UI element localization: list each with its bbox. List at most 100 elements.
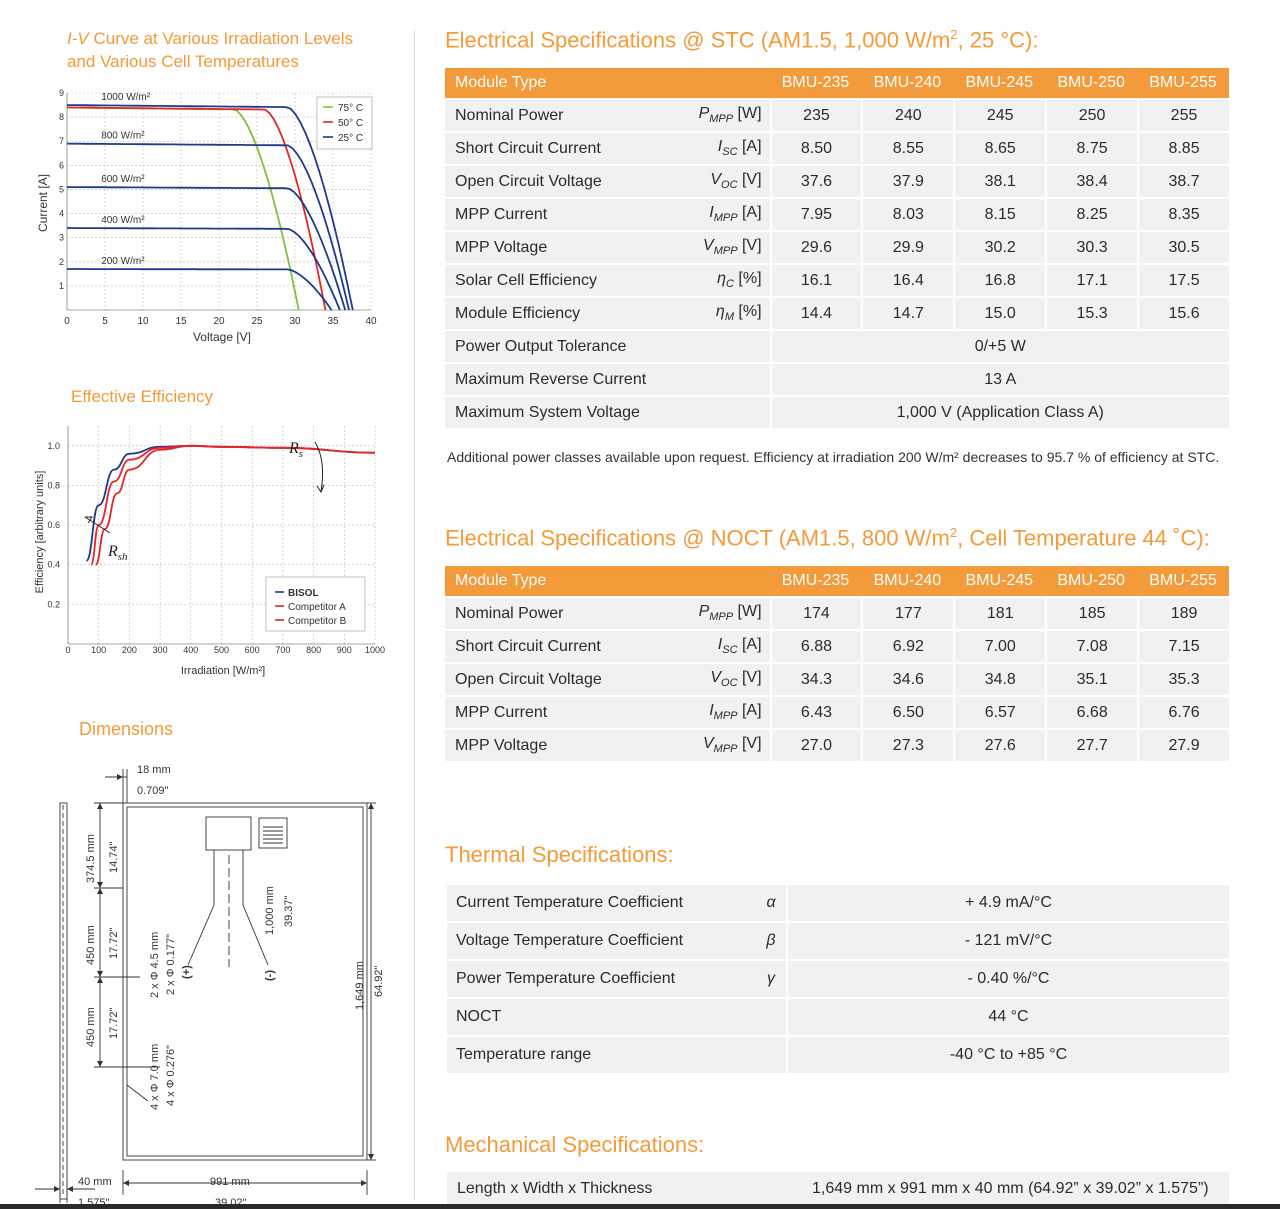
thermal-row-symbol — [756, 1037, 786, 1073]
spec-value: 34.8 — [953, 664, 1046, 695]
spec-value: 34.3 — [769, 664, 862, 695]
spec-value: 27.0 — [769, 730, 862, 761]
spec-value: 255 — [1137, 100, 1229, 131]
iv-y-tick: 9 — [59, 88, 64, 98]
thermal-row: NOCT 44 °C — [447, 999, 1229, 1035]
column-divider — [414, 30, 415, 1200]
model-header: BMU-240 — [861, 68, 954, 98]
unit: [%] — [733, 303, 762, 321]
model-header: BMU-245 — [953, 566, 1046, 596]
iv-x-tick: 15 — [175, 316, 187, 327]
spec-value: 8.85 — [1137, 133, 1229, 164]
unit: [W] — [733, 603, 762, 621]
spec-value: 6.92 — [861, 631, 954, 662]
spec-row-name: Open Circuit Voltage — [445, 664, 685, 695]
junction-box — [205, 816, 252, 851]
symbol: η — [715, 303, 725, 321]
eff-x-label: Irradiation [W/m²] — [181, 665, 265, 677]
spec-value: 245 — [953, 100, 1046, 131]
mid2-mm: 450 mm — [85, 1007, 97, 1047]
cable-negative — [242, 855, 269, 966]
spec-row: Solar Cell Efficiency ηC [%] 16.1 16.4 16.8 1… — [445, 265, 1229, 296]
thermal-row-name: Power Temperature Coefficient — [447, 961, 756, 997]
spec-row-symbol: PMPP [W] — [684, 100, 770, 131]
iv-x-tick: 10 — [137, 316, 149, 327]
iv-x-tick: 20 — [213, 316, 225, 327]
thermal-row: Temperature range -40 °C to +85 °C — [447, 1037, 1229, 1073]
plus-terminal: (+) — [181, 965, 193, 979]
thermal-row-value: 44 °C — [786, 999, 1229, 1035]
spec-row-name: Maximum System Voltage — [445, 397, 770, 428]
symbol-subscript: SC — [722, 644, 738, 657]
spec-row-symbol: IMPP [A] — [684, 199, 770, 230]
spec-value: 7.08 — [1045, 631, 1138, 662]
spec-row-name: MPP Voltage — [445, 232, 685, 263]
symbol: I — [709, 204, 714, 222]
spec-value: 1,000 V (Application Class A) — [769, 397, 1229, 428]
width-mm: 991 mm — [210, 1176, 250, 1188]
symbol: V — [703, 735, 714, 753]
spec-value: 27.7 — [1045, 730, 1138, 761]
spec-value: 6.76 — [1137, 697, 1229, 728]
spec-row: MPP Current IMPP [A] 6.43 6.50 6.57 6.68 6.76 — [445, 697, 1229, 728]
iv-y-tick: 5 — [59, 184, 64, 194]
spec-value: 29.9 — [861, 232, 954, 263]
iv-y-tick: 4 — [59, 209, 64, 219]
spec-row-name: Solar Cell Efficiency — [445, 265, 685, 296]
spec-value: 15.0 — [953, 298, 1046, 329]
symbol: V — [703, 237, 714, 255]
label-plate — [258, 817, 288, 849]
spec-row: Maximum System Voltage 1,000 V (Applicati… — [445, 397, 1229, 428]
eff-curve-Competitor B — [94, 444, 376, 566]
iv-x-tick: 0 — [64, 316, 70, 327]
unit: [A] — [737, 636, 762, 654]
spec-value: 17.1 — [1045, 265, 1138, 296]
spec-value: 14.4 — [769, 298, 862, 329]
spec-value: 17.5 — [1137, 265, 1229, 296]
iv-y-tick: 3 — [59, 233, 64, 243]
spec-value: 7.95 — [769, 199, 862, 230]
spec-value: 174 — [769, 598, 862, 629]
iv-x-tick: 40 — [365, 316, 377, 327]
stc-spec-table: Module Type BMU-235 BMU-240 BMU-245 BMU-250 B… — [445, 66, 1229, 430]
unit: [V] — [737, 237, 762, 255]
spec-row-name: Maximum Reverse Current — [445, 364, 770, 395]
iv-x-tick: 35 — [327, 316, 339, 327]
thermal-row-symbol: α — [756, 885, 786, 921]
dimensions-title: Dimensions — [79, 719, 174, 739]
iv-legend: 75° C 50° C 25° C — [316, 96, 373, 150]
unit: [A] — [737, 702, 762, 720]
mechanical-row: Length x Width x Thickness 1,649 mm x 99… — [447, 1172, 1229, 1207]
spec-row: Open Circuit Voltage VOC [V] 37.6 37.9 38.1 3… — [445, 166, 1229, 197]
spec-row: Power Output Tolerance 0/+5 W — [445, 331, 1229, 362]
spec-value: 181 — [953, 598, 1046, 629]
spec-row: MPP Current IMPP [A] 7.95 8.03 8.15 8.25 8.35 — [445, 199, 1229, 230]
eff-curve-Competitor A — [90, 444, 376, 566]
minus-terminal: (-) — [264, 970, 276, 981]
spec-value: 8.55 — [861, 133, 954, 164]
spec-value: 38.7 — [1137, 166, 1229, 197]
iv-y-tick: 7 — [59, 136, 64, 146]
spec-value: 15.3 — [1045, 298, 1138, 329]
rs-arrow — [314, 441, 323, 493]
spec-row-symbol: ISC [A] — [684, 631, 770, 662]
thermal-spec-table: Current Temperature Coefficient α + 4.9 mA… — [447, 883, 1229, 1075]
iv-x-tick: 25 — [251, 316, 263, 327]
spec-row-name: Short Circuit Current — [445, 133, 685, 164]
eff-x-tick: 100 — [91, 645, 106, 655]
mid1-in: 17.72" — [108, 927, 120, 959]
spec-value: 34.6 — [861, 664, 954, 695]
unit: [W] — [733, 105, 762, 123]
iv-y-label: Current [A] — [36, 174, 50, 232]
model-header: BMU-235 — [769, 566, 862, 596]
spec-value: 29.6 — [769, 232, 862, 263]
eff-curve-BISOL — [85, 444, 376, 562]
eff-legend-b: Competitor B — [288, 616, 347, 627]
unit: [V] — [737, 669, 762, 687]
symbol: I — [709, 702, 714, 720]
model-header: BMU-250 — [1045, 68, 1138, 98]
mechanical-row-name: Length x Width x Thickness — [457, 1180, 653, 1197]
spec-value: 8.50 — [769, 133, 862, 164]
thermal-row: Voltage Temperature Coefficient β - 121 mV… — [447, 923, 1229, 959]
spec-row: Short Circuit Current ISC [A] 8.50 8.55 8.65… — [445, 133, 1229, 164]
